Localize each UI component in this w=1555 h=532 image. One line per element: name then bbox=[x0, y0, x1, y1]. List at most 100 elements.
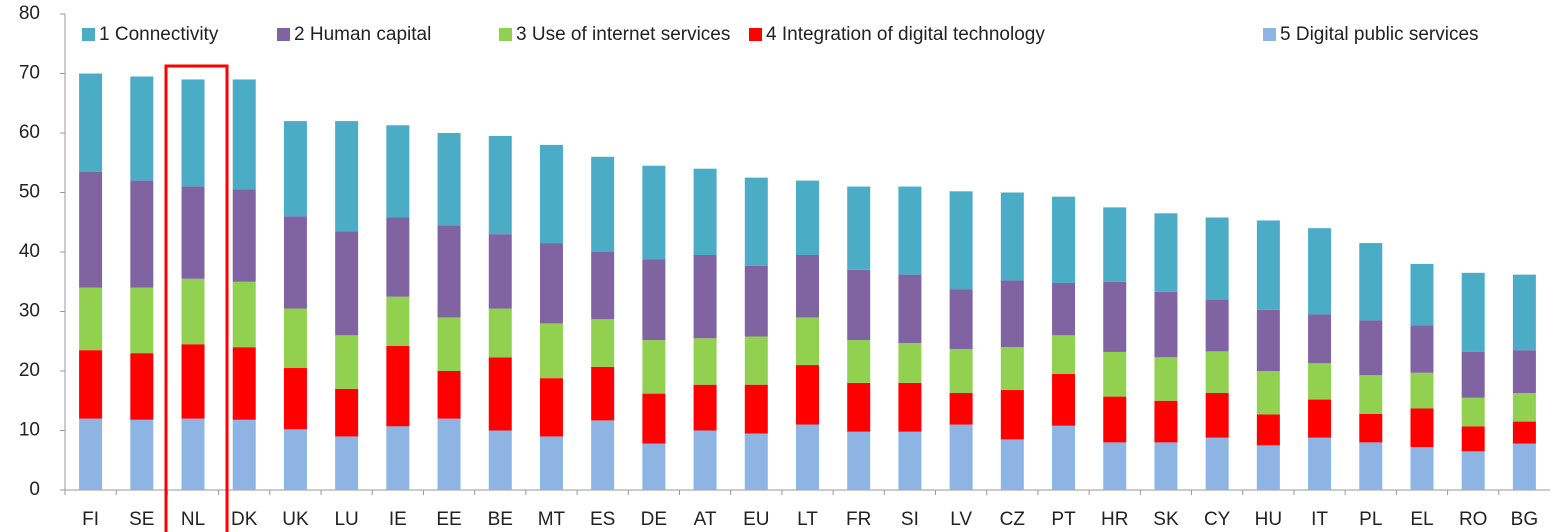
bar-segment bbox=[591, 420, 615, 490]
bar-segment bbox=[949, 191, 973, 290]
bar-segment bbox=[335, 335, 359, 389]
bar-segment bbox=[1359, 375, 1383, 414]
bar-segment bbox=[130, 76, 154, 181]
bar-segment bbox=[1359, 320, 1383, 376]
bar-segment bbox=[539, 378, 563, 437]
bar-segment bbox=[488, 430, 512, 490]
legend-label: 5 Digital public services bbox=[1280, 24, 1479, 45]
bar-segment bbox=[1000, 347, 1024, 391]
bar-segment bbox=[1000, 390, 1024, 440]
bar-segment bbox=[437, 371, 461, 419]
bar-segment bbox=[539, 243, 563, 324]
bar-segment bbox=[335, 436, 359, 490]
bar-segment bbox=[796, 424, 819, 490]
bar-segment bbox=[693, 168, 717, 255]
bar-segment bbox=[437, 418, 461, 490]
x-tick-label: SI bbox=[901, 509, 919, 530]
x-tick-label: HR bbox=[1101, 509, 1128, 530]
x-tick-label: PL bbox=[1359, 509, 1382, 530]
x-tick-label: FR bbox=[846, 509, 871, 530]
bar-segment bbox=[642, 393, 666, 444]
x-tick-label: RO bbox=[1459, 509, 1488, 530]
bar-segment bbox=[1154, 291, 1178, 358]
bar-segment bbox=[1359, 413, 1383, 443]
x-tick-label: EU bbox=[743, 509, 769, 530]
bar-segment bbox=[335, 388, 359, 437]
x-tick-label: LV bbox=[950, 509, 972, 530]
bar-segment bbox=[949, 393, 973, 425]
y-tick-label: 70 bbox=[19, 63, 40, 84]
bar-segment bbox=[898, 186, 922, 275]
bar-segment bbox=[488, 308, 512, 358]
bar-segment bbox=[181, 344, 205, 419]
bar-segment bbox=[386, 426, 410, 490]
bar-segment bbox=[847, 186, 871, 270]
bar-segment bbox=[232, 281, 256, 348]
bar-segment bbox=[283, 121, 307, 217]
bar-segment bbox=[539, 436, 563, 490]
bar-segment bbox=[847, 431, 871, 490]
bar-segment bbox=[898, 431, 922, 490]
x-tick-label: IT bbox=[1311, 509, 1328, 530]
bar-segment bbox=[386, 296, 410, 347]
bar-segment bbox=[1410, 408, 1434, 448]
bar-segment bbox=[386, 217, 410, 297]
bar-segment bbox=[1410, 325, 1434, 373]
bar-segment bbox=[1154, 357, 1178, 401]
bar-segment bbox=[539, 323, 563, 379]
bar-segment bbox=[1103, 207, 1127, 282]
bar-segment bbox=[539, 144, 563, 244]
x-tick-label: NL bbox=[181, 509, 205, 530]
x-tick-label: IE bbox=[389, 509, 407, 530]
bar-segment bbox=[1000, 192, 1024, 281]
bar-segment bbox=[693, 254, 717, 339]
bar-segment bbox=[744, 336, 768, 385]
bar-segment bbox=[130, 287, 154, 354]
y-tick-label: 10 bbox=[19, 420, 40, 441]
bar-segment bbox=[335, 121, 359, 232]
x-tick-label: ES bbox=[590, 509, 615, 530]
bar-segment bbox=[1103, 281, 1127, 352]
bar-segment bbox=[591, 319, 615, 367]
bar-segment bbox=[949, 289, 973, 349]
bar-segment bbox=[386, 125, 410, 218]
bar-segment bbox=[232, 347, 256, 420]
bar-segment bbox=[591, 252, 615, 320]
bar-segment bbox=[1461, 351, 1485, 398]
bar-segment bbox=[1512, 443, 1536, 490]
bar-segment bbox=[1308, 228, 1332, 315]
highlight-box bbox=[164, 64, 229, 532]
bar-segment bbox=[796, 365, 819, 425]
bar-segment bbox=[949, 424, 973, 490]
x-tick-label: SK bbox=[1153, 509, 1179, 530]
x-tick-label: EE bbox=[436, 509, 461, 530]
legend-swatch bbox=[749, 28, 762, 41]
legend-swatch bbox=[277, 28, 290, 41]
bar-segment bbox=[79, 73, 103, 172]
x-tick-label: CY bbox=[1204, 509, 1231, 530]
bar-segment bbox=[1410, 372, 1434, 409]
bar-segment bbox=[1205, 437, 1229, 490]
bar-segment bbox=[898, 382, 922, 432]
bar-segment bbox=[1256, 414, 1280, 446]
legend-label: 2 Human capital bbox=[294, 24, 431, 45]
x-tick-label: BG bbox=[1511, 509, 1538, 530]
bar-segment bbox=[1512, 393, 1536, 422]
x-tick-label: FI bbox=[82, 509, 99, 530]
bar-segment bbox=[437, 133, 461, 226]
bar-segment bbox=[847, 382, 871, 432]
bar-segment bbox=[79, 171, 103, 288]
x-tick-label: PT bbox=[1051, 509, 1076, 530]
bar-segment bbox=[1154, 442, 1178, 490]
bar-segment bbox=[437, 317, 461, 371]
bar-segment bbox=[232, 79, 256, 190]
bar-segment bbox=[232, 419, 256, 490]
x-tick-label: SE bbox=[129, 509, 154, 530]
bar-segment bbox=[1461, 451, 1485, 490]
legend-swatch bbox=[1263, 28, 1276, 41]
bar-segment bbox=[1308, 437, 1332, 490]
bar-segment bbox=[1205, 299, 1229, 352]
x-tick-label: HU bbox=[1255, 509, 1282, 530]
bar-segment bbox=[1052, 282, 1076, 336]
bar-segment bbox=[79, 350, 103, 419]
